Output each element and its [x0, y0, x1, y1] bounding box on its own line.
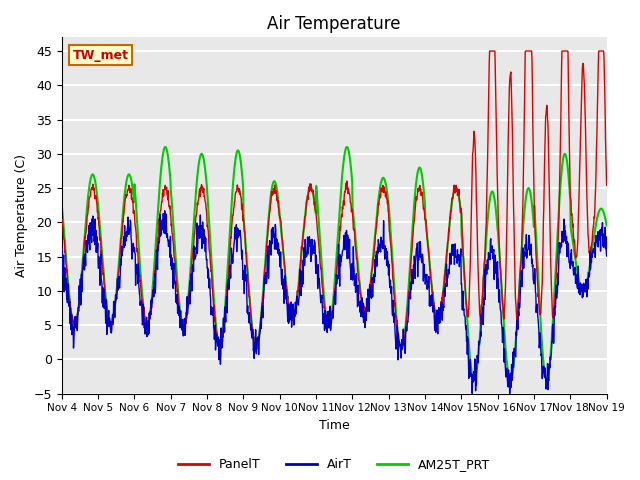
- AirT: [468, 391, 476, 396]
- Line: PanelT: PanelT: [62, 51, 607, 352]
- PanelT: [179, 324, 187, 330]
- AM25T_PRT: [58, 203, 66, 208]
- AM25T_PRT: [343, 144, 351, 150]
- AirT: [419, 257, 427, 263]
- Line: AM25T_PRT: AM25T_PRT: [62, 147, 607, 380]
- PanelT: [603, 182, 611, 188]
- PanelT: [397, 349, 404, 355]
- AirT: [241, 291, 248, 297]
- AM25T_PRT: [240, 218, 248, 224]
- AM25T_PRT: [603, 223, 611, 228]
- PanelT: [491, 48, 499, 54]
- PanelT: [419, 200, 427, 205]
- AirT: [161, 208, 168, 214]
- AM25T_PRT: [419, 180, 427, 186]
- AM25T_PRT: [539, 350, 547, 356]
- PanelT: [166, 205, 173, 211]
- AM25T_PRT: [166, 168, 173, 174]
- PanelT: [539, 263, 547, 268]
- AirT: [179, 333, 187, 339]
- AM25T_PRT: [470, 377, 478, 383]
- AirT: [58, 260, 66, 266]
- AM25T_PRT: [179, 322, 187, 328]
- AirT: [491, 252, 499, 258]
- AM25T_PRT: [491, 196, 499, 202]
- PanelT: [486, 48, 493, 54]
- PanelT: [240, 220, 248, 226]
- Y-axis label: Air Temperature (C): Air Temperature (C): [15, 154, 28, 277]
- AirT: [166, 254, 174, 260]
- PanelT: [58, 218, 66, 224]
- Title: Air Temperature: Air Temperature: [268, 15, 401, 33]
- Legend: PanelT, AirT, AM25T_PRT: PanelT, AirT, AM25T_PRT: [173, 453, 495, 476]
- Line: AirT: AirT: [62, 211, 607, 394]
- AirT: [603, 253, 611, 259]
- AirT: [539, 369, 547, 374]
- Text: TW_met: TW_met: [73, 48, 129, 62]
- X-axis label: Time: Time: [319, 419, 349, 432]
